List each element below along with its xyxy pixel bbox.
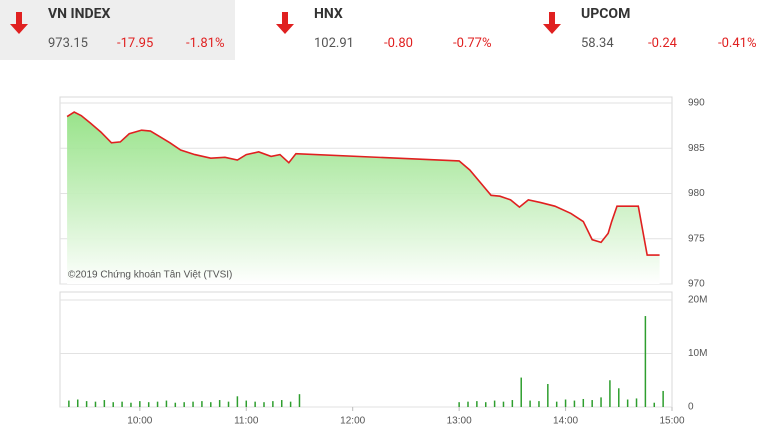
volume-bar: [600, 397, 602, 407]
index-value: 58.34: [581, 36, 614, 51]
x-tick-label: 15:00: [659, 416, 684, 427]
volume-bar: [591, 400, 593, 407]
volume-bar: [520, 377, 522, 407]
volume-bar: [85, 401, 88, 407]
volume-bar: [254, 401, 256, 407]
volume-bar: [156, 401, 159, 407]
index-percent: -0.41%: [718, 36, 757, 51]
index-name: VN INDEX: [48, 6, 111, 22]
down-arrow: [10, 12, 28, 34]
volume-bar: [210, 402, 212, 407]
index-card[interactable]: UPCOM 58.34 -0.24 -0.41%: [533, 0, 761, 60]
volume-bar: [112, 402, 114, 407]
volume-bar: [103, 400, 106, 407]
y-tick-label: 20M: [688, 295, 707, 306]
volume-bar: [192, 401, 194, 407]
volume-bar: [289, 401, 292, 407]
x-tick-label: 12:00: [340, 416, 365, 427]
volume-bar: [245, 400, 248, 407]
volume-bar: [94, 401, 97, 407]
volume-bar: [555, 401, 558, 407]
volume-bar: [76, 399, 79, 407]
y-tick-label: 990: [688, 98, 705, 109]
volume-bar: [547, 383, 549, 407]
down-arrow: [543, 12, 561, 34]
volume-bar: [582, 398, 585, 407]
y-tick-label: 975: [688, 233, 705, 244]
volume-bar: [263, 402, 265, 407]
volume-bar: [236, 396, 239, 407]
volume-bar: [183, 402, 185, 407]
volume-bar: [201, 401, 203, 407]
volume-bar: [298, 394, 301, 407]
volume-bar: [564, 399, 567, 407]
y-tick-label: 10M: [688, 348, 707, 359]
volume-bar: [538, 401, 540, 407]
area: [67, 112, 660, 284]
volume-bar: [644, 316, 647, 407]
volume-bar: [573, 400, 576, 407]
index-card[interactable]: HNX 102.91 -0.80 -0.77%: [266, 0, 520, 60]
volume-bar: [280, 400, 283, 407]
y-tick-label: 0: [688, 402, 694, 413]
index-percent: -0.77%: [453, 36, 492, 51]
volume-bar: [653, 402, 656, 407]
volume-bar: [529, 400, 531, 407]
volume-bar: [635, 398, 638, 407]
y-tick-label: 980: [688, 188, 705, 199]
x-tick-label: 11:00: [234, 416, 259, 427]
volume-bar: [139, 401, 141, 407]
x-tick-label: 10:00: [127, 416, 152, 427]
volume-bar: [511, 400, 514, 407]
volume-bar: [502, 401, 505, 407]
index-name: UPCOM: [581, 6, 631, 22]
volume-bar: [662, 390, 664, 407]
volume-bar: [227, 401, 230, 407]
volume-bar: [68, 400, 70, 407]
volume-bar: [218, 400, 221, 407]
volume-bar: [609, 380, 611, 407]
line: [66, 111, 660, 256]
down-arrow: [276, 12, 294, 34]
y-tick-label: 970: [688, 279, 705, 290]
volume-bar: [147, 402, 150, 407]
x-tick-label: 13:00: [447, 416, 472, 427]
plot-frame: [59, 291, 673, 408]
index-name: HNX: [314, 6, 343, 22]
volume-bar: [272, 401, 274, 407]
index-change: -0.80: [384, 36, 413, 51]
x-tick-label: 14:00: [553, 416, 578, 427]
volume-bar: [165, 400, 168, 407]
index-percent: -1.81%: [186, 36, 225, 51]
volume-bar: [618, 388, 620, 407]
volume-bar: [484, 402, 487, 407]
volume-bar: [174, 402, 177, 407]
y-tick-label: 985: [688, 143, 705, 154]
index-change: -0.24: [648, 36, 677, 51]
index-value: 102.91: [314, 36, 354, 51]
volume-bar: [130, 402, 132, 407]
volume-bar: [121, 401, 123, 407]
volume-bar: [493, 400, 496, 407]
volume-bar: [458, 402, 460, 407]
index-card[interactable]: VN INDEX 973.15 -17.95 -1.81%: [0, 0, 235, 60]
volume-bar: [626, 399, 629, 407]
index-value: 973.15: [48, 36, 88, 51]
index-change: -17.95: [117, 36, 154, 51]
volume-bar: [467, 401, 469, 407]
annotation: ©2019 Chứng khoán Tân Việt (TVSI): [68, 270, 232, 281]
volume-bar: [476, 401, 478, 407]
